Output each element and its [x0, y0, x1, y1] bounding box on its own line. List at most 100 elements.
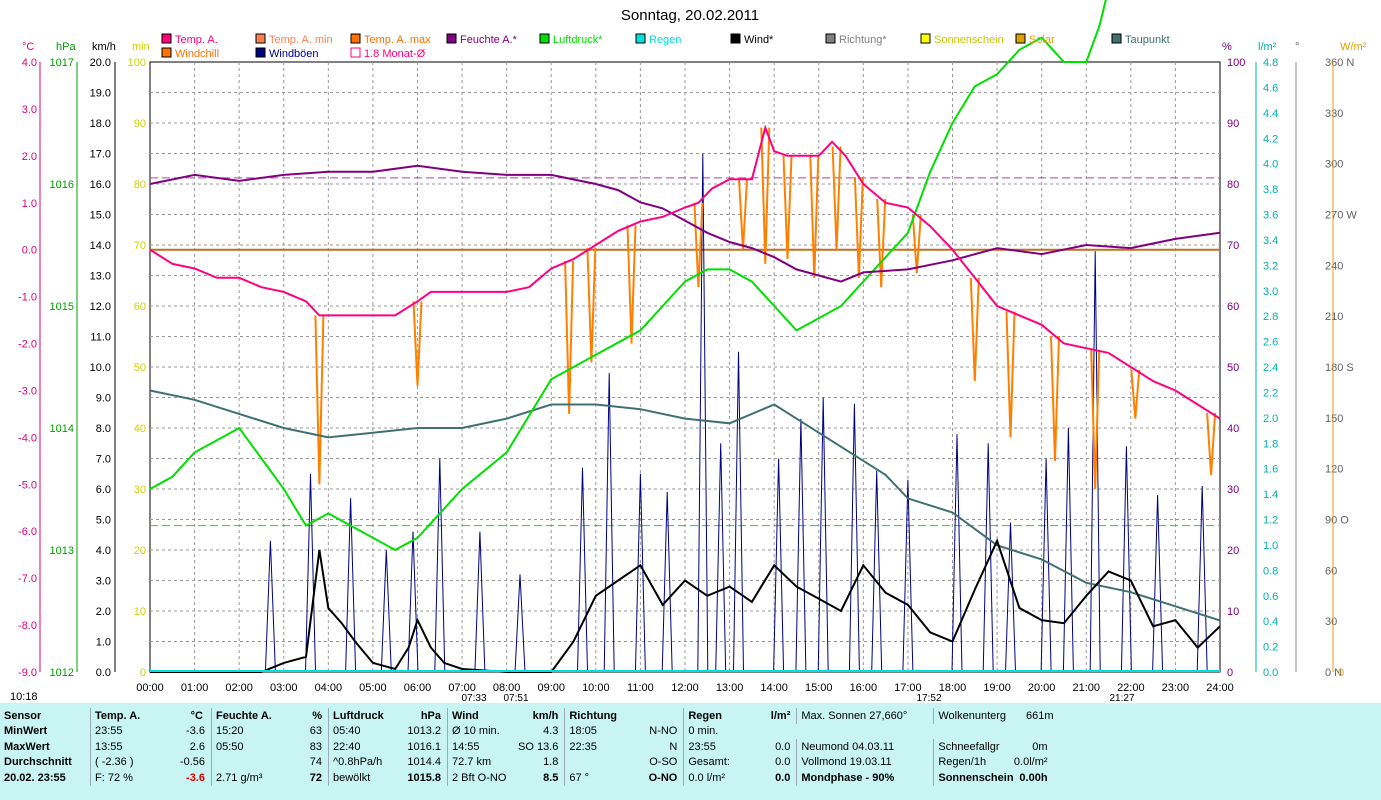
tick-label-solar-min: 0 [140, 667, 146, 679]
stats-cell-dir-t: 18:05 [564, 723, 630, 739]
tick-label-wind: 16.0 [90, 179, 111, 191]
stats-cell-hum-t: 15:20 [211, 723, 282, 739]
tick-label-rain: 3.8 [1263, 184, 1278, 196]
stats-cell-wind-v: 4.3 [543, 725, 559, 738]
stats-cell-pres-v: 1014.4 [407, 756, 441, 769]
hdr-temp: Temp. A. [90, 708, 151, 724]
stats-cell-dir-t [564, 754, 630, 770]
stats-cell-wind-l: 14:55 [447, 739, 518, 755]
stats-cell-temp-t: F: 72 % [90, 770, 151, 786]
legend-label: Temp. A. [175, 34, 218, 46]
tick-label-direction: 150 [1325, 413, 1343, 425]
tick-label-rain: 3.0 [1263, 286, 1278, 298]
tick-label-time: 14:00 [760, 682, 788, 694]
tick-label-time: 08:00 [493, 682, 521, 694]
tick-label-time: 10:00 [582, 682, 610, 694]
tick-label-rain: 0.4 [1263, 616, 1278, 628]
hdr-rain-unit: l/m² [770, 709, 791, 722]
stats-cell-pres-t: 22:40 [328, 739, 399, 755]
stats-cell-dir-v: N-NO [649, 725, 678, 738]
legend-label: Sonnenschein [934, 34, 1004, 46]
tick-label-direction: 360 N [1325, 57, 1354, 69]
tick-label-rain: 1.0 [1263, 540, 1278, 552]
axis-unit-pressure: hPa [56, 41, 76, 53]
legend-label: Richtung* [839, 34, 887, 46]
tick-label-wind: 12.0 [90, 301, 111, 313]
tick-label-rain: 2.0 [1263, 413, 1278, 425]
extra-left-0: Max. Sonnen 27,660° [796, 708, 934, 724]
tick-label-direction: 30 [1325, 616, 1337, 628]
stats-cell-pres-v: 1013.2 [407, 725, 441, 738]
time-corner: 10:18 [10, 691, 38, 703]
legend-label: Temp. A. min [269, 34, 333, 46]
tick-label-rain: 1.8 [1263, 438, 1278, 450]
stats-cell-rain-v: 0.0 [775, 740, 791, 753]
stats-cell-hum-v: 74 [309, 756, 322, 769]
tick-label-pressure: 1012 [50, 667, 74, 679]
legend-swatch [255, 33, 266, 44]
stats-cell-rain-l: 23:55 [683, 739, 751, 755]
stats-header-row: Sensor Temp. A. °C Feuchte A. % Luftdruc… [4, 708, 1054, 724]
tick-label-time: 05:00 [359, 682, 387, 694]
tick-label-wind: 19.0 [90, 88, 111, 100]
series-lines [149, 0, 1221, 673]
extra-right-0: Wolkenunterg [933, 708, 1014, 724]
tick-label-time: 07:00 [448, 682, 476, 694]
time-marker: 17:52 [916, 693, 941, 703]
tick-label-rain: 1.4 [1263, 489, 1278, 501]
tick-label-temp: -6.0 [18, 526, 37, 538]
tick-label-wind: 14.0 [90, 240, 111, 252]
tick-label-temp: -2.0 [18, 339, 37, 351]
legend-swatch [255, 47, 266, 58]
tick-label-rain: 2.2 [1263, 387, 1278, 399]
stats-table: Sensor Temp. A. °C Feuchte A. % Luftdruc… [4, 708, 1054, 786]
stats-cell-extra-l: Vollmond 19.03.11 [796, 754, 934, 770]
legend-swatch [161, 33, 172, 44]
axis-unit-humidity: % [1222, 41, 1232, 53]
tick-label-time: 22:00 [1117, 682, 1145, 694]
tick-label-humidity: 100 [1227, 57, 1245, 69]
tick-label-pressure: 1013 [50, 545, 74, 557]
tick-label-time: 17:00 [894, 682, 922, 694]
tick-label-wind: 7.0 [96, 454, 111, 466]
legend-label: Solar [1029, 34, 1055, 46]
tick-label-wind: 3.0 [96, 576, 111, 588]
stats-cell-wind-l: 72.7 km [447, 754, 518, 770]
stats-cell-wind-v: 1.8 [543, 756, 559, 769]
stats-cell-hum-t: 05:50 [211, 739, 282, 755]
tick-label-rain: 4.6 [1263, 82, 1278, 94]
tick-label-time: 01:00 [181, 682, 209, 694]
tick-label-time: 03:00 [270, 682, 298, 694]
axis-unit-solar-min: min [132, 41, 150, 53]
stats-cell-temp-v: -3.6 [186, 771, 205, 784]
tick-label-wind: 11.0 [90, 332, 111, 344]
stats-cell-pres-v: 1016.1 [407, 740, 441, 753]
hdr-humidity-unit: % [312, 709, 322, 722]
stats-cell-temp-v: -3.6 [186, 725, 205, 738]
legend-label: Luftdruck* [553, 34, 603, 46]
legend-swatch [446, 33, 457, 44]
tick-label-rain: 2.4 [1263, 362, 1278, 374]
legend-swatch [161, 47, 172, 58]
tick-label-time: 04:00 [315, 682, 343, 694]
stats-cell-rain-l: 0 min. [683, 723, 751, 739]
hdr-wind-unit: km/h [532, 709, 559, 722]
series-taupunkt [149, 389, 1221, 622]
tick-label-pressure: 1014 [50, 423, 74, 435]
tick-label-wind: 10.0 [90, 362, 111, 374]
series-temp-max [314, 127, 1217, 490]
stats-row: MinWert 23:55 -3.6 15:20 63 05:40 1013.2 Ø 10 m… [4, 723, 1054, 739]
legend-swatch [730, 33, 741, 44]
stats-cell-dir-t: 67 ° [564, 770, 630, 786]
tick-label-humidity: 0 [1227, 667, 1233, 679]
stats-cell-wind-l: Ø 10 min. [447, 723, 518, 739]
stats-cell-temp-v: -0.56 [179, 756, 205, 769]
legend-label: 1.8 Monat-Ø [364, 48, 426, 60]
tick-label-temp: -4.0 [18, 432, 37, 444]
axis-unit-solar-wm2: W/m² [1340, 41, 1367, 53]
stats-cell-extra-rv: 0m [1032, 740, 1048, 753]
tick-label-time: 21:00 [1072, 682, 1100, 694]
tick-label-solar-min: 20 [134, 545, 146, 557]
tick-label-direction: 240 [1325, 260, 1343, 272]
tick-label-wind: 17.0 [90, 149, 111, 161]
